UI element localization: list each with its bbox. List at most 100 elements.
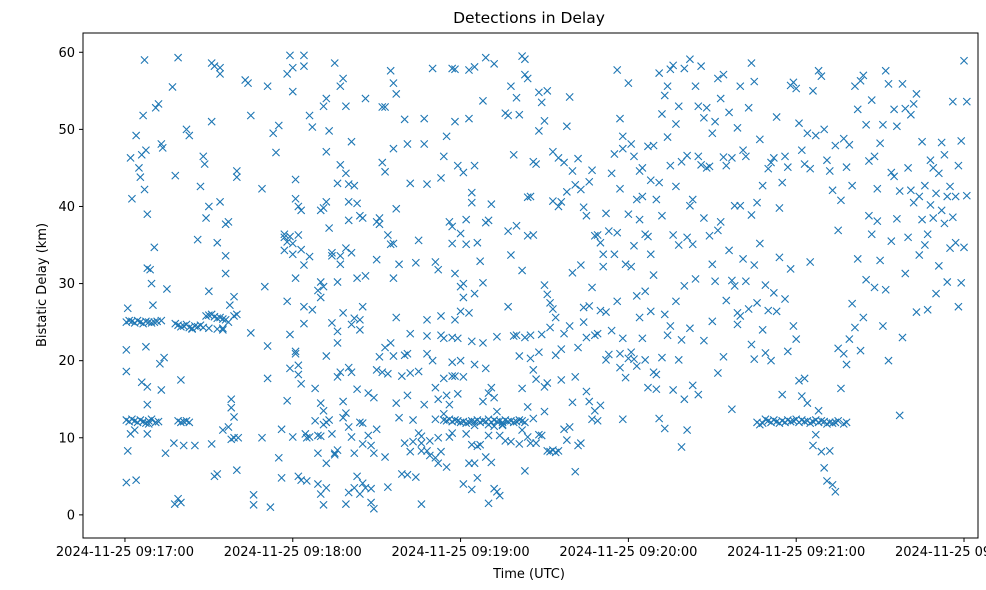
data-point (218, 426, 227, 435)
data-point (392, 89, 401, 98)
data-point (574, 154, 583, 163)
data-point (473, 473, 482, 482)
data-point (339, 74, 348, 83)
data-point (957, 136, 966, 145)
data-point (560, 158, 569, 167)
data-point (327, 429, 336, 438)
data-point (512, 93, 521, 102)
data-point (336, 368, 345, 377)
data-point (669, 385, 678, 394)
data-point (660, 424, 669, 433)
data-point (758, 325, 767, 334)
data-point (202, 214, 211, 223)
data-point (711, 277, 720, 286)
data-point (445, 433, 454, 441)
data-point (551, 313, 560, 322)
data-point (302, 433, 311, 442)
data-point (808, 86, 817, 95)
data-point (397, 372, 406, 381)
data-point (299, 51, 308, 60)
data-point (490, 59, 499, 68)
data-point (593, 329, 602, 338)
data-point (467, 198, 476, 207)
data-point (663, 331, 672, 340)
data-point (277, 473, 286, 482)
data-point (450, 117, 459, 126)
data-point (448, 372, 457, 381)
data-point (506, 437, 515, 446)
data-point (523, 433, 532, 441)
data-point (291, 194, 300, 203)
data-point (383, 369, 392, 378)
data-point (305, 111, 314, 120)
y-tick-label: 0 (67, 508, 75, 523)
data-point (330, 59, 339, 68)
data-point (864, 211, 873, 220)
data-point (155, 359, 164, 368)
data-point (946, 182, 955, 191)
data-point (881, 66, 890, 75)
data-point (481, 53, 490, 62)
data-point (769, 153, 778, 162)
data-point (288, 63, 297, 72)
data-point (579, 203, 588, 212)
data-point (856, 76, 865, 85)
data-point (655, 178, 664, 187)
data-point (504, 302, 513, 311)
y-axis-label: Bistatic Delay (km) (35, 223, 50, 347)
data-point (291, 175, 300, 184)
data-point (150, 318, 159, 327)
data-point (520, 333, 529, 342)
data-point (685, 324, 694, 333)
data-point (652, 195, 661, 204)
data-point (176, 498, 185, 507)
data-point (414, 236, 423, 245)
data-point (512, 221, 521, 230)
data-point (448, 239, 457, 248)
data-point (688, 240, 697, 249)
data-point (347, 137, 356, 146)
data-point (434, 265, 443, 274)
data-point (755, 135, 764, 144)
data-point (512, 331, 521, 340)
data-point (344, 363, 353, 372)
data-point (808, 441, 817, 450)
data-point (171, 171, 180, 180)
data-point (669, 231, 678, 239)
data-point (389, 352, 398, 361)
data-point (529, 365, 538, 374)
data-point (305, 433, 314, 441)
data-point (350, 449, 359, 458)
data-point (353, 472, 362, 481)
data-point (568, 167, 577, 175)
data-point (341, 409, 350, 418)
data-point (423, 332, 432, 340)
chart-title: Detections in Delay (453, 9, 605, 27)
data-point (747, 340, 756, 349)
data-point (534, 88, 543, 97)
data-point (450, 372, 459, 381)
data-point (423, 446, 432, 455)
data-point (453, 334, 462, 343)
data-point (417, 446, 426, 455)
data-point (484, 389, 493, 398)
data-point (660, 91, 669, 100)
data-point (244, 79, 253, 88)
data-point (367, 441, 376, 450)
data-point (613, 66, 622, 74)
data-point (898, 79, 907, 88)
data-point (822, 476, 831, 485)
data-point (333, 179, 342, 188)
data-point (174, 53, 183, 62)
data-point (319, 500, 328, 509)
data-point (428, 64, 437, 73)
data-point (341, 169, 350, 178)
data-point (613, 297, 622, 306)
data-point (232, 310, 241, 319)
data-point (937, 206, 946, 215)
data-point (683, 426, 692, 435)
data-point (168, 82, 177, 91)
data-point (392, 313, 401, 322)
x-tick-label: 2024-11-25 09:18:00 (224, 545, 362, 560)
